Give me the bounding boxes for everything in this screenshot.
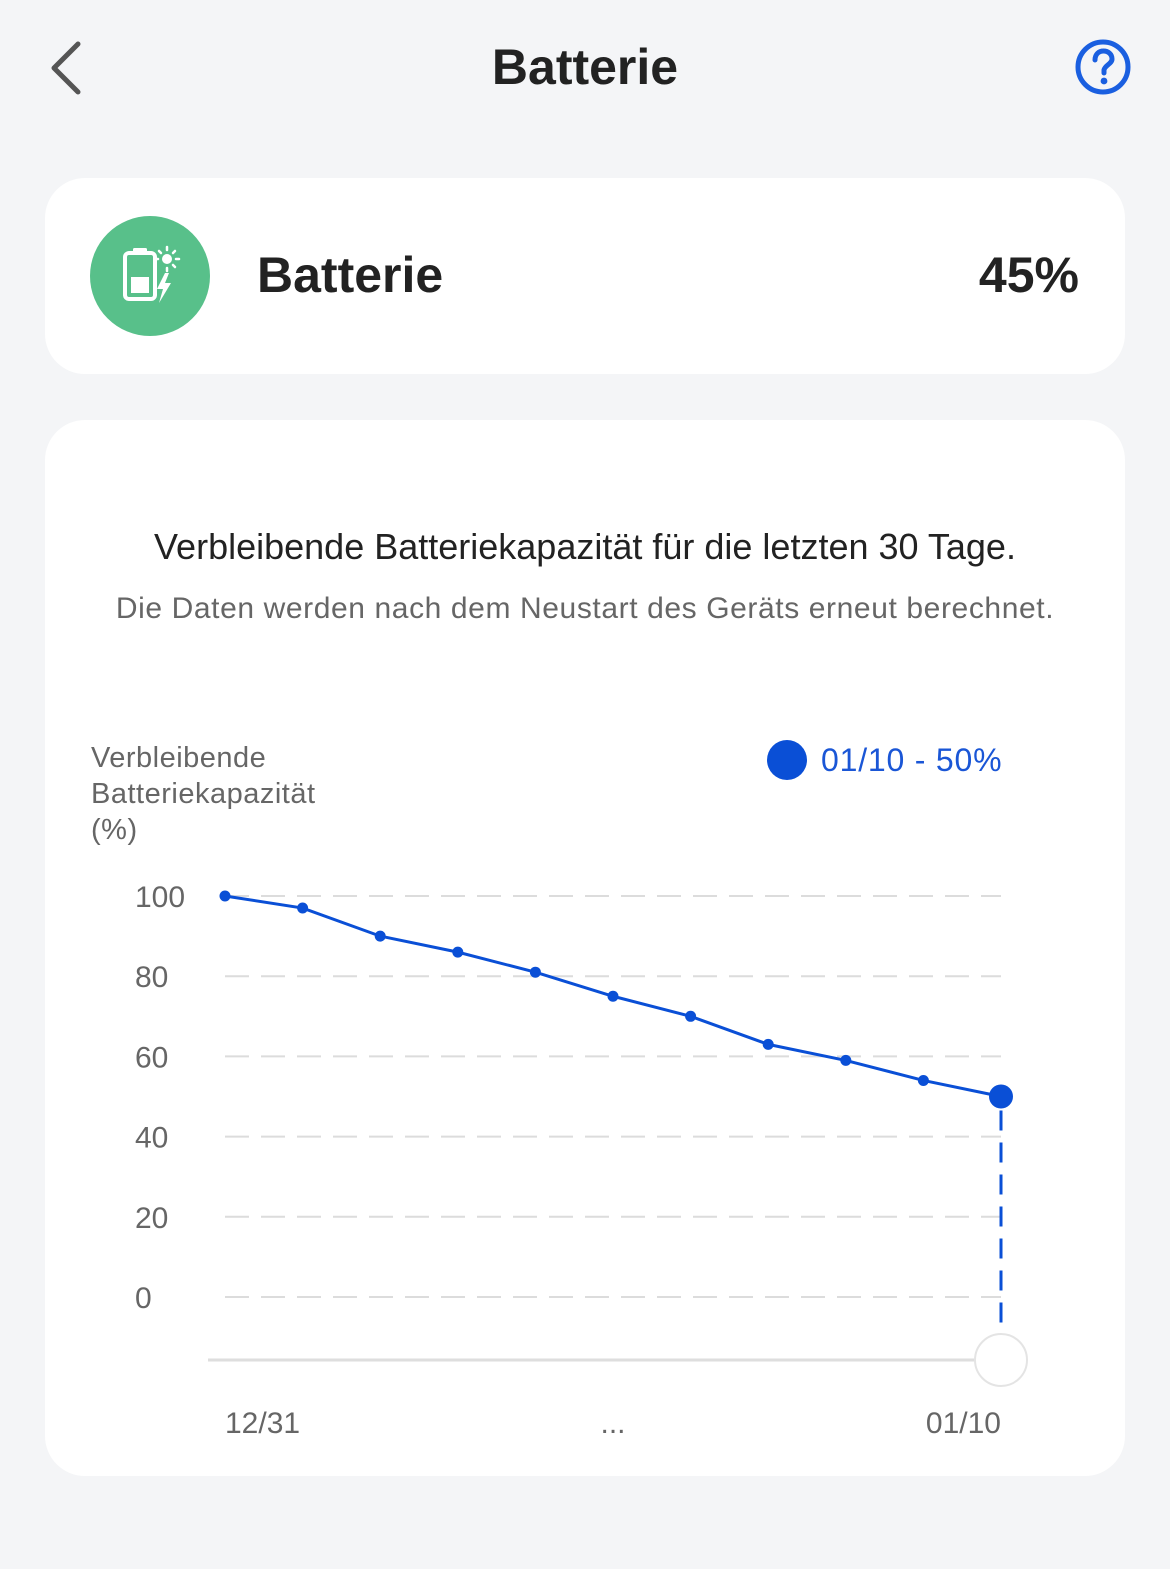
capacity-chart-card: Verbleibende Batteriekapazität für die l… (45, 420, 1125, 1476)
battery-label: Batterie (257, 247, 444, 303)
nav-bar: Batterie (0, 0, 1170, 140)
data-point (219, 890, 231, 902)
help-button[interactable] (1072, 36, 1134, 98)
y-axis-label-line: (%) (91, 814, 138, 846)
x-tick-label: 12/31 (225, 1407, 300, 1440)
data-point (685, 1010, 697, 1022)
x-tick-label: ... (600, 1407, 625, 1440)
back-button[interactable] (38, 36, 98, 100)
y-axis-label-line: Batteriekapazität (91, 778, 316, 810)
battery-solar-icon (123, 245, 181, 303)
data-point (297, 902, 309, 914)
data-point (607, 990, 619, 1002)
data-point (917, 1074, 929, 1086)
chart-title: Verbleibende Batteriekapazität für die l… (154, 526, 1016, 567)
slider-handle[interactable] (974, 1333, 1028, 1387)
chart-subtitle: Die Daten werden nach dem Neustart des G… (115, 592, 1055, 625)
legend-dot (767, 740, 807, 780)
x-tick-label: 01/10 (926, 1407, 1001, 1440)
y-axis-label-line: Verbleibende (91, 742, 267, 774)
battery-status-card: Batterie 45% (45, 178, 1125, 374)
battery-percentage: 45% (978, 247, 1079, 303)
y-tick-label: 0 (135, 1282, 152, 1315)
legend-label: 01/10 - 50% (821, 741, 1003, 778)
y-tick-label: 100 (135, 881, 185, 914)
chart-legend: 01/10 - 50% (767, 740, 1002, 780)
highlight-point (989, 1084, 1013, 1109)
question-circle-icon (1075, 39, 1131, 95)
y-tick-label: 40 (135, 1122, 168, 1155)
data-point (840, 1054, 852, 1066)
data-point (762, 1038, 774, 1050)
y-tick-label: 80 (135, 961, 168, 994)
chevron-left-icon (51, 41, 81, 95)
data-point (452, 946, 464, 958)
y-tick-label: 20 (135, 1202, 168, 1235)
y-axis-label: Verbleibende Batteriekapazität (%) (91, 740, 391, 848)
battery-avatar (90, 216, 210, 336)
data-point (529, 966, 541, 978)
page-title: Batterie (491, 39, 679, 95)
capacity-line-chart: 100 80 60 40 20 0 12/31... 01/10 (135, 881, 1028, 1440)
y-tick-label: 60 (135, 1041, 168, 1074)
data-point (374, 930, 386, 942)
